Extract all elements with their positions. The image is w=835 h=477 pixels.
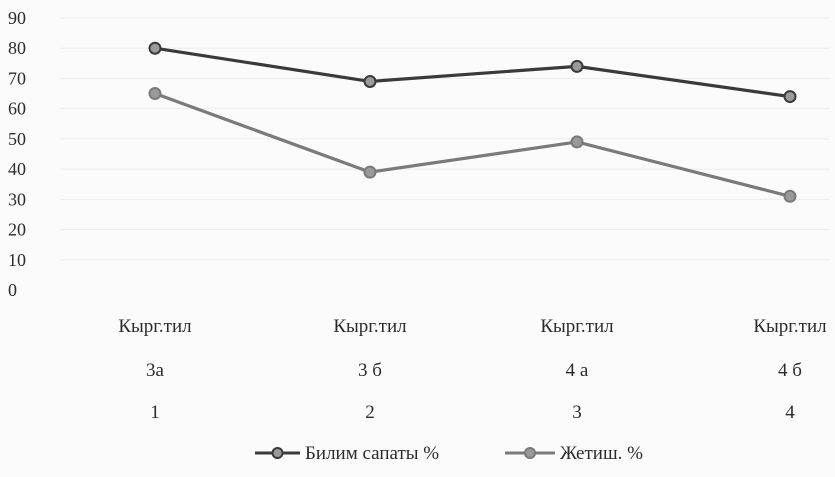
x-category-label: Кырг.тил [333, 316, 407, 337]
x-category-label: 3 б [358, 360, 382, 381]
x-category-label: 4 б [778, 360, 802, 381]
data-point [148, 87, 162, 101]
x-category-label: Кырг.тил [753, 316, 827, 337]
x-category-label: 3а [146, 360, 165, 381]
data-point [570, 59, 584, 73]
x-category-label: Кырг.тил [118, 316, 192, 337]
y-tick-label: 90 [8, 8, 26, 28]
y-tick-label: 10 [8, 250, 26, 270]
y-tick-label: 0 [8, 280, 17, 300]
data-point [148, 41, 162, 55]
legend-swatch-marker [271, 447, 284, 459]
y-tick-label: 60 [8, 99, 26, 119]
data-point [363, 165, 377, 179]
data-point [570, 135, 584, 149]
legend-label: Билим сапаты % [305, 443, 439, 464]
y-tick-label: 30 [8, 189, 26, 209]
y-tick-label: 70 [8, 68, 26, 88]
x-category-label: 3 [572, 402, 582, 423]
y-tick-label: 20 [8, 220, 26, 240]
data-point [783, 90, 797, 104]
x-category-label: 4 а [566, 360, 589, 381]
series-line [154, 92, 791, 198]
series-line [154, 46, 791, 99]
y-tick-label: 40 [8, 159, 26, 179]
x-category-label: Кырг.тил [540, 316, 614, 337]
data-point [363, 74, 377, 88]
x-category-label: 4 [785, 402, 795, 423]
legend-swatch-marker [524, 447, 536, 459]
x-category-label: 1 [150, 402, 160, 423]
y-tick-label: 80 [8, 38, 26, 58]
y-tick-label: 50 [8, 129, 26, 149]
legend-label: Жетиш. % [560, 443, 643, 464]
x-category-label: 2 [365, 402, 375, 423]
data-point [783, 189, 797, 203]
